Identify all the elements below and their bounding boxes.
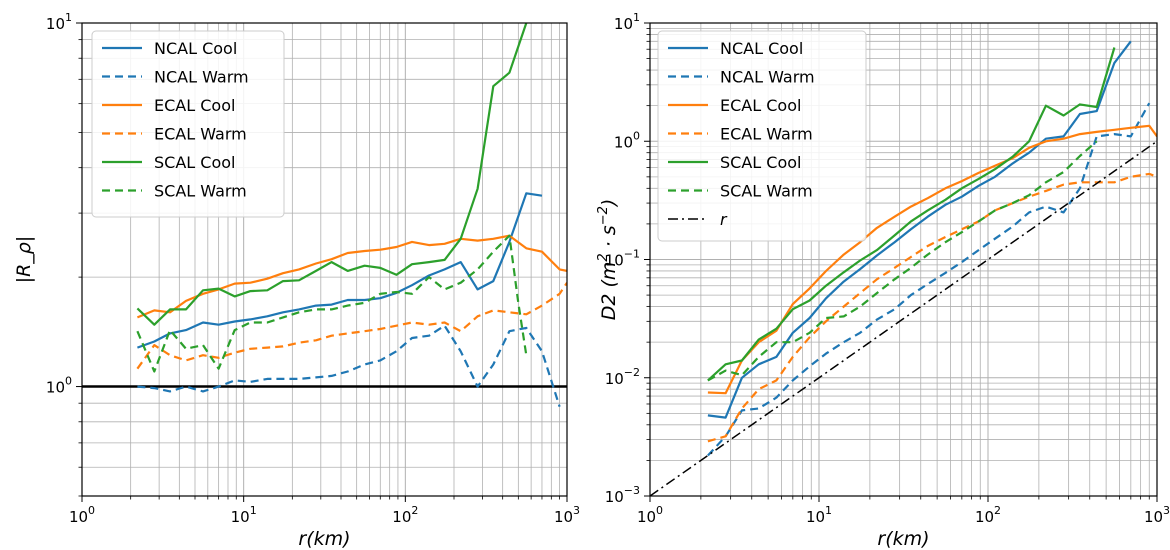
legend: NCAL Cool NCAL Warm ECAL Cool ECAL Warm SCAL… <box>657 30 867 242</box>
x-tick-label: 100 <box>637 504 663 526</box>
legend-box <box>657 30 867 242</box>
series-line-ecal-warm <box>707 172 1157 443</box>
y-axis-label: D2 (m2 · s−2) <box>596 199 620 321</box>
y-tick-label: 100 <box>46 375 72 397</box>
x-axis-label: r(km) <box>877 528 929 550</box>
legend-label: ECAL Warm <box>720 125 813 144</box>
y-tick-label: 10−2 <box>605 366 640 388</box>
y-tick-label: 10−3 <box>605 484 640 506</box>
series-line-ncal-cool <box>707 40 1132 419</box>
x-axis-label: r(km) <box>298 528 350 550</box>
series-line-ncal-warm <box>137 324 561 408</box>
legend-label: NCAL Cool <box>154 39 237 58</box>
legend: NCAL Cool NCAL Warm ECAL Cool ECAL Warm SCAL… <box>91 30 285 218</box>
x-tick-label: 102 <box>975 504 1001 526</box>
legend-label: ECAL Warm <box>154 125 247 144</box>
x-tick-label: 100 <box>69 504 95 526</box>
x-tick-label: 101 <box>806 504 832 526</box>
series-line-ncal-cool <box>137 192 543 349</box>
legend-label: ECAL Cool <box>154 96 235 115</box>
series-group <box>136 23 567 408</box>
series-group <box>650 40 1157 496</box>
series-line-r <box>650 140 1157 496</box>
series-line-scal-warm <box>136 234 528 373</box>
series-line-scal-cool <box>707 47 1116 382</box>
x-tick-label: 103 <box>1144 504 1170 526</box>
legend-label: SCAL Cool <box>720 153 801 172</box>
legend-label: SCAL Warm <box>154 182 247 201</box>
x-tick-label: 101 <box>231 504 257 526</box>
series-line-ecal-cool <box>136 234 567 319</box>
axes-frame <box>81 22 568 497</box>
y-tick-label: 101 <box>614 11 640 33</box>
series-line-ecal-warm <box>136 282 567 370</box>
legend-label: r <box>720 210 728 229</box>
series-line-scal-warm <box>707 140 1098 382</box>
legend-label: NCAL Warm <box>720 68 815 87</box>
x-tick-label: 103 <box>554 504 580 526</box>
x-tick-label: 102 <box>392 504 418 526</box>
y-axis-label: |R_ρ| <box>13 236 35 284</box>
legend-label: ECAL Cool <box>720 96 801 115</box>
series-line-scal-cool <box>136 23 528 326</box>
y-tick-label: 100 <box>614 129 640 151</box>
y-tick-label: 101 <box>46 11 72 33</box>
legend-label: NCAL Cool <box>720 39 803 58</box>
legend-label: NCAL Warm <box>154 68 249 87</box>
legend-label: SCAL Cool <box>154 153 235 172</box>
legend-label: SCAL Warm <box>720 182 813 201</box>
legend-box <box>91 30 285 218</box>
